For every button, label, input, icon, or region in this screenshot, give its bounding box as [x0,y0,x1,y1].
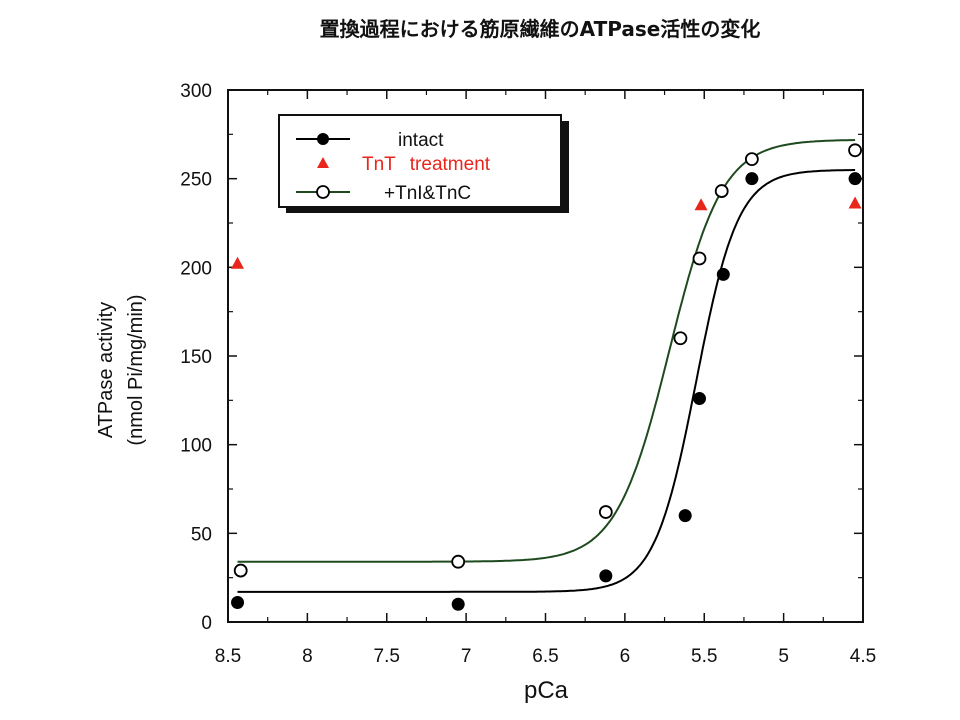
point-tnt [694,198,708,211]
point-intact [716,267,730,281]
x-axis-label: pCa [524,677,569,704]
x-tick-label: 7 [461,646,472,667]
x-tick-label: 7.5 [374,646,400,667]
y-axis-label-line1: ATPase activity [95,302,117,438]
point-intact [692,392,706,406]
legend-tnt-word2: treatment [410,154,491,175]
chart-title: 置換過程における筋原繊維のATPase活性の変化 [320,17,761,41]
x-tick-label: 5 [778,646,789,667]
y-tick-label: 300 [180,81,212,102]
point-intact [231,595,245,609]
point-intact [451,597,465,611]
point-tnitnc [744,152,759,167]
point-tnt [848,196,862,209]
point-tnitnc [598,505,613,519]
point-tnitnc [673,331,688,346]
legend-tnitnc-label: +TnI&TnC [384,183,471,204]
data-points [231,143,862,611]
legend-tnitnc-marker [316,185,330,199]
point-intact [599,569,613,583]
fit-curve [237,169,856,593]
legend-tnt-word1: TnT [362,154,396,175]
legend-tnt-label: TnT treatment [362,154,491,175]
x-tick-label: 6 [620,646,631,667]
y-tick-label: 250 [180,170,212,191]
legend: intact TnT treatment +TnI&TnC [278,114,569,213]
legend-intact-label: intact [398,130,444,151]
point-tnt [231,256,245,269]
point-tnitnc [714,184,729,198]
y-axis-label-line2: (nmol Pi/mg/min) [125,294,147,445]
axis-ticks: 8.5 8 7.5 7 6.5 6 5.5 5 4.5 0 50 100 150 200 250 300 [180,81,876,667]
y-tick-label: 100 [180,436,212,457]
point-intact [745,172,759,186]
point-tnitnc [233,563,248,578]
point-tnitnc [692,251,707,266]
x-tick-label: 4.5 [850,646,876,667]
y-tick-label: 0 [201,613,212,634]
point-intact [678,509,692,523]
point-intact [848,172,862,186]
point-tnitnc [451,554,466,569]
x-tick-label: 8.5 [215,646,241,667]
x-tick-label: 5.5 [691,646,717,667]
x-tick-label: 8 [302,646,313,667]
legend-intact-marker [317,133,329,145]
y-tick-label: 50 [191,524,212,545]
x-tick-label: 6.5 [532,646,558,667]
point-tnitnc [848,143,862,158]
legend-tnt-marker [317,157,329,168]
y-tick-label: 150 [180,347,212,368]
y-tick-label: 200 [180,258,212,279]
